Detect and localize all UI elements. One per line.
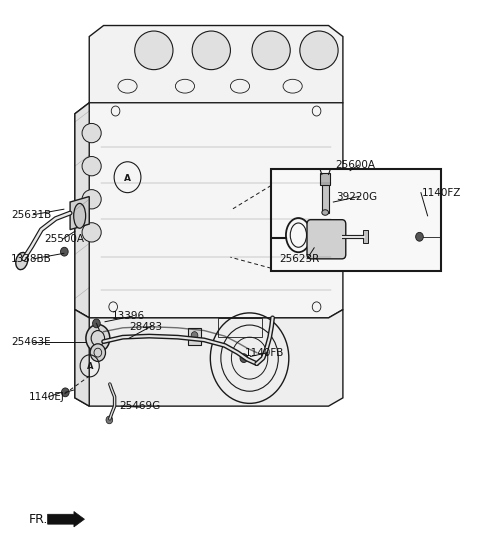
Circle shape <box>90 344 106 362</box>
Polygon shape <box>75 310 89 406</box>
Ellipse shape <box>82 156 101 176</box>
Ellipse shape <box>82 123 101 143</box>
Text: 25463E: 25463E <box>11 337 51 347</box>
Polygon shape <box>75 310 343 406</box>
Text: 39220G: 39220G <box>336 191 377 201</box>
FancyBboxPatch shape <box>307 220 346 259</box>
Text: 13396: 13396 <box>112 311 145 321</box>
Text: FR.: FR. <box>28 513 48 526</box>
Text: 1140FB: 1140FB <box>245 348 284 358</box>
Text: 28483: 28483 <box>129 322 162 332</box>
Bar <box>320 173 330 185</box>
Circle shape <box>416 232 423 241</box>
FancyArrow shape <box>48 512 84 527</box>
Polygon shape <box>75 103 343 318</box>
Circle shape <box>191 332 198 340</box>
Ellipse shape <box>252 31 290 70</box>
Ellipse shape <box>300 31 338 70</box>
Circle shape <box>60 247 68 256</box>
Text: 25500A: 25500A <box>45 234 85 244</box>
Ellipse shape <box>82 223 101 242</box>
Text: 1338BB: 1338BB <box>11 254 52 264</box>
Text: 25623R: 25623R <box>279 254 320 264</box>
Text: A: A <box>86 362 93 371</box>
Text: 25469G: 25469G <box>120 401 161 411</box>
Polygon shape <box>75 103 89 318</box>
Circle shape <box>106 416 113 424</box>
Circle shape <box>86 325 110 352</box>
Ellipse shape <box>82 190 101 209</box>
Circle shape <box>61 388 69 397</box>
Ellipse shape <box>192 31 230 70</box>
Bar <box>188 328 201 345</box>
Circle shape <box>93 319 100 328</box>
Bar <box>363 230 368 243</box>
Text: 25631B: 25631B <box>11 210 51 220</box>
Bar <box>271 169 441 271</box>
Bar <box>218 318 262 337</box>
Ellipse shape <box>16 253 28 270</box>
Text: 25600A: 25600A <box>336 160 376 170</box>
Text: A: A <box>124 174 131 183</box>
Polygon shape <box>89 25 343 114</box>
Ellipse shape <box>135 31 173 70</box>
Bar <box>322 185 328 212</box>
Text: 1140FZ: 1140FZ <box>422 187 461 197</box>
Ellipse shape <box>322 210 328 215</box>
Ellipse shape <box>74 204 85 228</box>
Circle shape <box>240 354 248 363</box>
Polygon shape <box>70 196 89 229</box>
Text: 1140EJ: 1140EJ <box>28 392 64 401</box>
